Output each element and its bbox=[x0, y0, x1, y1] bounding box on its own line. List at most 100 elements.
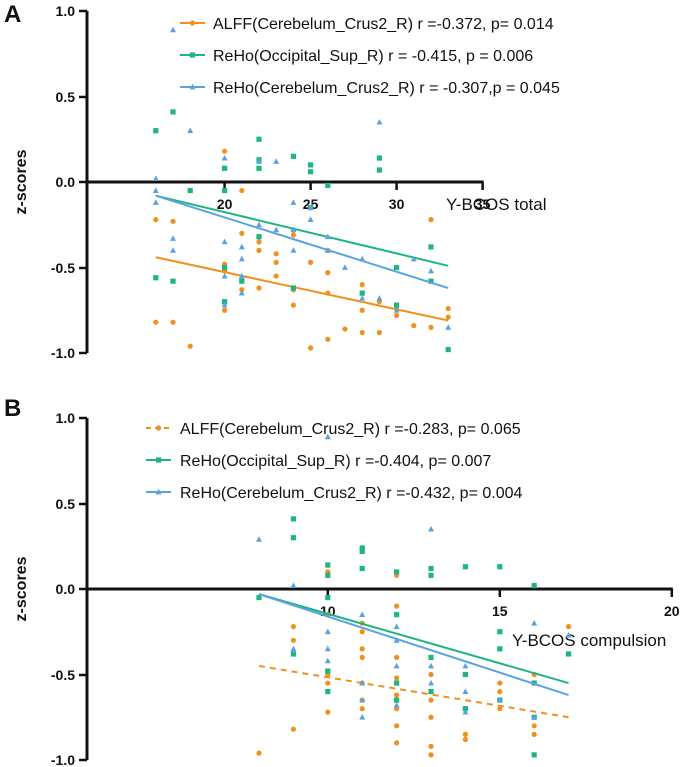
panel-b-reho-occipital-point bbox=[325, 689, 331, 695]
panel-a-reho-occipital-point bbox=[359, 290, 365, 296]
panel-a-x-tick-label: 35 bbox=[475, 196, 491, 212]
panel-a-reho-cerebelum-point bbox=[152, 187, 159, 193]
panel-a-reho-cerebelum-point bbox=[376, 295, 383, 301]
panel-b-reho-occipital-fit-line bbox=[258, 593, 569, 685]
panel-a-alff-point bbox=[308, 345, 314, 351]
panel-a-reho-occipital-point bbox=[153, 128, 159, 134]
panel-a-alff-point bbox=[273, 273, 279, 279]
panel-b-label: B bbox=[4, 395, 21, 422]
panel-b-alff-point bbox=[359, 654, 365, 661]
panel-b-reho-occipital-point bbox=[394, 697, 400, 703]
panel-b-reho-occipital-point bbox=[462, 671, 468, 678]
panel-a-y-tick-label: 0.5 bbox=[56, 89, 76, 105]
panel-a-reho-occipital-point bbox=[394, 264, 400, 271]
panel-a-reho-cerebelum-point bbox=[152, 199, 159, 205]
panel-b-alff-point bbox=[462, 731, 468, 737]
panel-b-alff-point bbox=[290, 624, 296, 630]
panel-a-alff-point bbox=[170, 218, 176, 224]
panel-a-reho-occipital-point bbox=[428, 278, 434, 284]
panel-a-reho-cerebelum-point bbox=[152, 175, 159, 181]
panel-a-label: A bbox=[4, 1, 21, 28]
panel-b-x-axis-label: Y-BCOS compulsion bbox=[512, 631, 666, 650]
panel-a-reho-cerebelum-point bbox=[256, 158, 262, 164]
panel-a-reho-cerebelum-point bbox=[170, 26, 176, 33]
panel-b-marks bbox=[256, 433, 572, 758]
panel-a-alff-point bbox=[256, 247, 262, 253]
panel-b-reho-occipital-point bbox=[497, 646, 503, 652]
panel-a-alff-point bbox=[222, 148, 228, 154]
panel-a-alff-point bbox=[153, 217, 159, 223]
panel-a-alff-point bbox=[445, 314, 451, 320]
panel-a-reho-occipital-point bbox=[394, 302, 400, 308]
panel-b-reho-occipital-point bbox=[428, 565, 434, 572]
panel-a-reho-cerebelum-point bbox=[221, 154, 228, 161]
panel-a-alff-point bbox=[428, 217, 434, 223]
panel-a-alff-point bbox=[325, 270, 331, 276]
panel-a-alff-point bbox=[256, 285, 262, 291]
panel-b-reho-cerebelum-point bbox=[393, 702, 400, 708]
panel-b-alff-point bbox=[566, 624, 572, 630]
panel-b-reho-cerebelum-point bbox=[531, 620, 538, 626]
panel-a-alff-point bbox=[256, 239, 262, 245]
panel-b-y-tick-label: 0.0 bbox=[56, 581, 76, 597]
panel-b-alff-point bbox=[394, 723, 400, 729]
panel-b-alff-point bbox=[394, 603, 400, 609]
panel-a-legend-alff-marker bbox=[189, 20, 196, 26]
panel-b-alff-point bbox=[428, 743, 434, 749]
panel-b-reho-occipital-point bbox=[325, 572, 331, 578]
panel-a-reho-cerebelum-point bbox=[410, 255, 417, 262]
panel-b-legend-reho-cerebelum-label: ReHo(Cerebelum_Crus2_R) r =-0.432, p= 0.… bbox=[180, 485, 523, 502]
panel-a-reho-occipital-point bbox=[153, 275, 159, 281]
panel-b-alff-point bbox=[359, 629, 365, 635]
panel-a-x-tick-label: 30 bbox=[389, 196, 405, 212]
panel-b-alff-point bbox=[290, 726, 296, 732]
panel-b-reho-cerebelum-point bbox=[359, 696, 366, 703]
panel-a-reho-occipital-point bbox=[308, 162, 314, 168]
panel-b: B z-scores Y-BCOS compulsion 1.0 0.5 0.0 -0… bbox=[4, 395, 680, 767]
panel-b-reho-cerebelum-fit-line bbox=[258, 593, 569, 696]
panel-b-reho-cerebelum-point bbox=[565, 631, 572, 638]
panel-a-y-tick-label: -0.5 bbox=[51, 260, 75, 276]
panel-a: A z-scores Y-BCOS total 1.0 0.5 0.0 -0.5 -1.… bbox=[4, 1, 560, 361]
panel-b-reho-cerebelum-point bbox=[428, 679, 434, 686]
panel-b-reho-cerebelum-point bbox=[428, 662, 434, 669]
panel-a-reho-occipital-point bbox=[445, 346, 451, 353]
panel-a-reho-occipital-point bbox=[308, 169, 314, 175]
panel-b-y-tick-label: -0.5 bbox=[51, 667, 75, 683]
panel-a-legend-reho-occipital-label: ReHo(Occipital_Sup_R) r = -0.415, p = 0.… bbox=[213, 48, 533, 65]
panel-a-x-tick-label: 20 bbox=[217, 196, 233, 212]
panel-b-reho-occipital-point bbox=[325, 668, 331, 674]
panel-a-legend: ALFF(Cerebelum_Crus2_R) r =-0.372, p= 0.… bbox=[180, 16, 560, 97]
panel-b-reho-cerebelum-point bbox=[256, 536, 262, 542]
panel-b-reho-occipital-point bbox=[290, 535, 296, 541]
panel-a-alff-point bbox=[394, 312, 400, 318]
panel-a-reho-cerebelum-point bbox=[238, 289, 245, 296]
panel-a-reho-occipital-point bbox=[428, 244, 434, 250]
panel-b-reho-occipital-point bbox=[290, 651, 296, 657]
panel-a-reho-occipital-point bbox=[290, 153, 296, 159]
panel-a-alff-point bbox=[359, 307, 365, 313]
panel-a-reho-cerebelum-point bbox=[290, 226, 297, 233]
panel-b-reho-cerebelum-point bbox=[531, 714, 538, 720]
panel-a-reho-occipital-point bbox=[170, 109, 176, 115]
panel-b-alff-point bbox=[290, 637, 296, 643]
panel-a-reho-occipital-point bbox=[170, 278, 176, 284]
panel-a-reho-cerebelum-point bbox=[221, 301, 228, 308]
panel-a-alff-point bbox=[325, 336, 331, 342]
panel-b-alff-point bbox=[428, 697, 434, 703]
panel-a-reho-cerebelum-point bbox=[324, 233, 331, 240]
panel-b-legend-reho-occipital-marker bbox=[155, 457, 162, 463]
panel-a-alff-point bbox=[445, 305, 451, 312]
panel-a-reho-occipital-point bbox=[239, 278, 245, 284]
panel-b-y-tick-label: 1.0 bbox=[56, 410, 76, 426]
panel-b-alff-fit-line bbox=[258, 664, 569, 719]
panel-a-reho-cerebelum-point bbox=[393, 307, 400, 313]
panel-b-reho-cerebelum-point bbox=[359, 714, 366, 720]
panel-b-alff-point bbox=[428, 671, 434, 678]
panel-b-alff-point bbox=[394, 654, 400, 661]
panel-a-y-axis-label: z-scores bbox=[13, 149, 30, 214]
panel-b-legend-reho-cerebelum-marker bbox=[155, 488, 162, 495]
panel-b-reho-occipital-point bbox=[359, 545, 365, 551]
panel-b-legend-alff-label: ALFF(Cerebelum_Crus2_R) r =-0.283, p= 0.… bbox=[180, 421, 521, 438]
